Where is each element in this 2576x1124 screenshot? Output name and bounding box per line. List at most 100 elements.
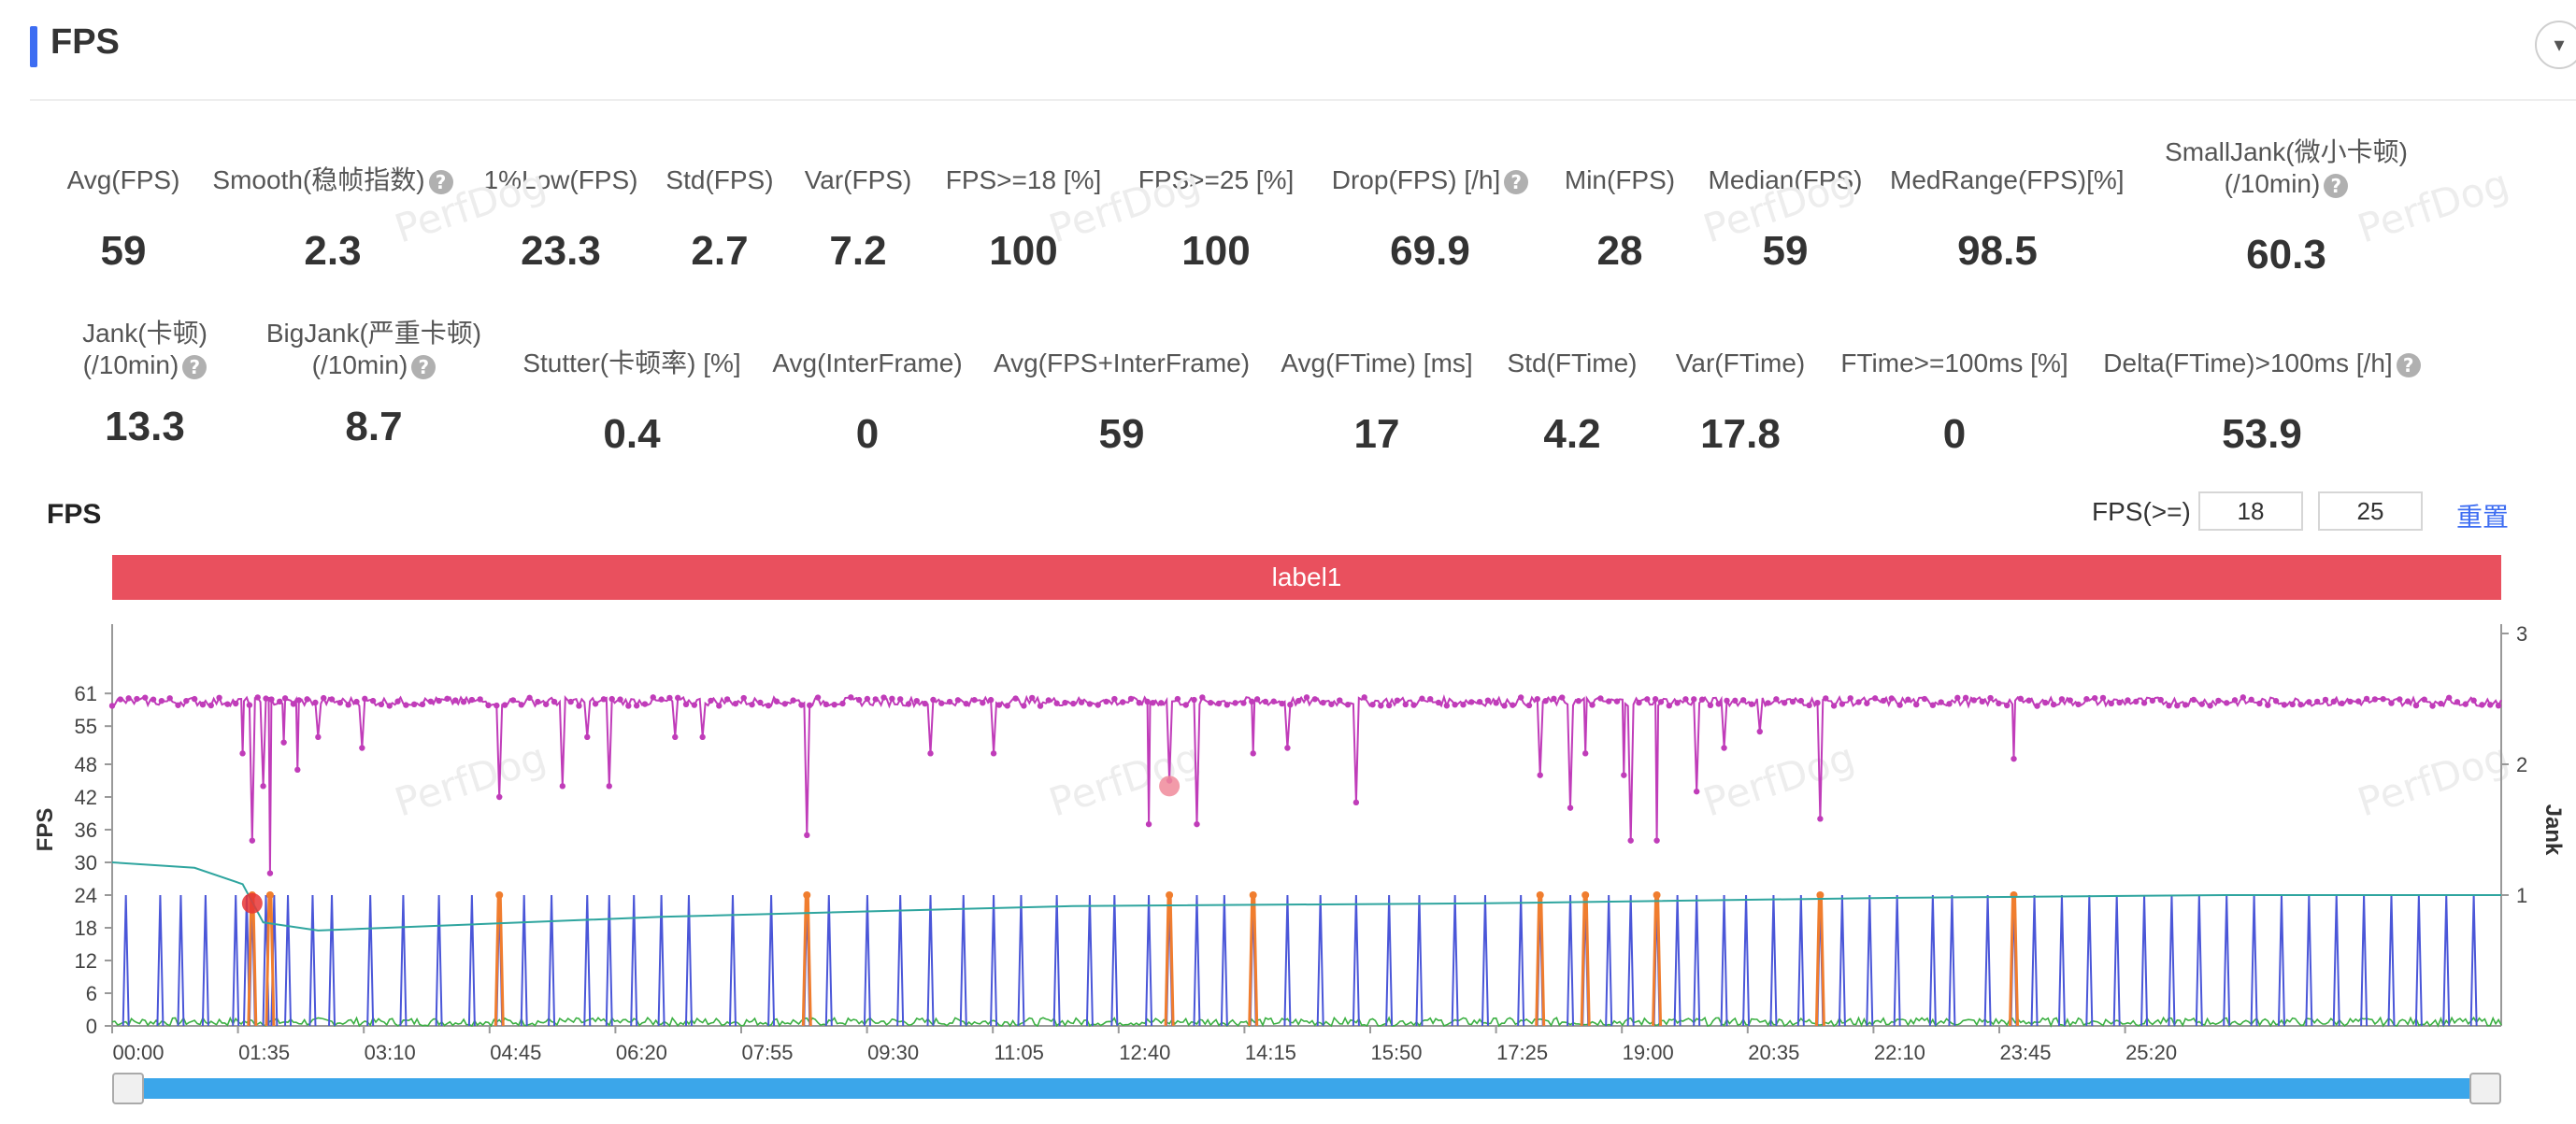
fps-point [280,739,287,746]
fps-point [1369,701,1376,708]
collapse-button[interactable]: ▾ [2535,21,2576,69]
fps-point [2380,695,2386,703]
x-tick-label: 09:30 [867,1041,919,1064]
fps-point [2058,696,2066,703]
y-tick-label: 30 [75,851,97,875]
fps-point [927,750,934,757]
label-band[interactable]: label1 [112,555,2501,600]
metric-label: Var(FTime) [1675,349,1806,377]
fps-point [1653,837,1660,844]
fps-point [233,700,239,707]
timeline-scrollbar[interactable] [112,1078,2501,1099]
fps-point [1224,702,1231,708]
help-icon[interactable]: ? [1504,169,1529,194]
fps-point [281,695,289,702]
fps-point [1320,699,1326,706]
fps-point [658,696,665,703]
help-icon[interactable]: ? [2396,352,2421,377]
fps-point [1021,703,1027,709]
fps-point [1029,694,1036,702]
jank-spike [308,894,317,1027]
metric-value: 59 [1098,411,1145,457]
fps-point [2281,702,2288,708]
fps-point [1250,750,1256,757]
threshold-low-input[interactable] [2198,491,2303,531]
x-tick-label: 23:45 [1999,1041,2051,1064]
scrollbar-left-handle[interactable] [112,1073,144,1104]
fps-point [781,701,788,707]
metric-label: SmallJank(微小卡顿) [2165,137,2408,166]
fps-point [1765,700,1771,706]
fps-point [608,695,615,703]
metric-label-unit: (/10min)? [2146,168,2426,200]
help-icon[interactable]: ? [428,169,453,194]
fps-point [1253,696,1261,703]
fps-point [1724,697,1730,704]
metric-value: 59 [1762,228,1809,274]
fps-point [2083,695,2090,703]
fps-point [1732,697,1739,704]
threshold-high-input[interactable] [2318,491,2423,531]
jank-spike [284,894,293,1027]
fps-point [1136,699,1142,706]
fps-point [1537,772,1543,778]
header-divider [30,99,2576,101]
jank-spike [1567,894,1575,1027]
fps-point [625,703,632,709]
y-right-tick-label: 3 [2516,622,2527,646]
jank-spike [684,894,693,1027]
fps-point [150,696,157,703]
jank-spike [583,894,592,1027]
metric-label: Smooth(稳帧指数)? [211,164,454,196]
fps-point [963,700,969,707]
reset-link[interactable]: 重置 [2456,503,2510,532]
help-icon[interactable]: ? [182,354,208,379]
bigjank-spike [247,893,258,1027]
y-axis-title-right: Jank [2540,804,2566,856]
fps-point [2034,703,2040,709]
fps-point [930,696,937,704]
fps-point [2133,698,2140,705]
fps-point [2240,694,2247,701]
fps-point [1888,695,1895,702]
bigjank-spike [1164,893,1175,1027]
x-tick-label: 22:10 [1874,1041,1925,1064]
metric-label: Avg(FTime) [ms] [1281,349,1473,377]
metric-stutter: Stutter(卡顿率) [%] 0.4 [520,348,744,458]
metric-delta-ftime: Delta(FTime)>100ms [/h]? 53.9 [2103,348,2421,458]
fps-point [600,696,608,703]
fps-point [1352,799,1360,806]
y-tick-label: 48 [75,753,97,776]
help-icon[interactable]: ? [411,354,436,379]
fps-point [295,697,302,704]
fps-point [1249,698,1255,705]
fps-point [277,698,283,705]
fps-point [1644,696,1651,703]
fps-point [831,701,837,708]
fps-point [1847,695,1853,702]
fps-point [369,697,377,704]
fps-point [723,696,731,703]
fps-point [535,698,541,705]
fps-point [260,783,266,790]
metric-label: Avg(FPS+InterFrame) [993,349,1251,377]
jank-spike [896,894,905,1027]
metric-label: 1%Low(FPS) [483,165,638,194]
scrollbar-right-handle[interactable] [2469,1073,2501,1104]
metric-value: 60.3 [2246,232,2326,277]
metric-var-fps: Var(FPS) 7.2 [802,164,914,275]
help-icon[interactable]: ? [2324,173,2349,198]
jank-spike [1085,894,1094,1027]
fps-point [336,699,344,706]
fps-point [2429,703,2436,709]
x-tick-label: 12:40 [1119,1041,1170,1064]
fps-point [641,701,649,707]
metric-value: 4.2 [1543,411,1601,457]
fps-point [1627,837,1634,844]
fps-point [353,698,360,705]
metric-1pct-low: 1%Low(FPS) 23.3 [481,164,640,275]
fps-point [1484,697,1492,704]
fps-point [427,698,434,704]
fps-point [1698,696,1706,703]
